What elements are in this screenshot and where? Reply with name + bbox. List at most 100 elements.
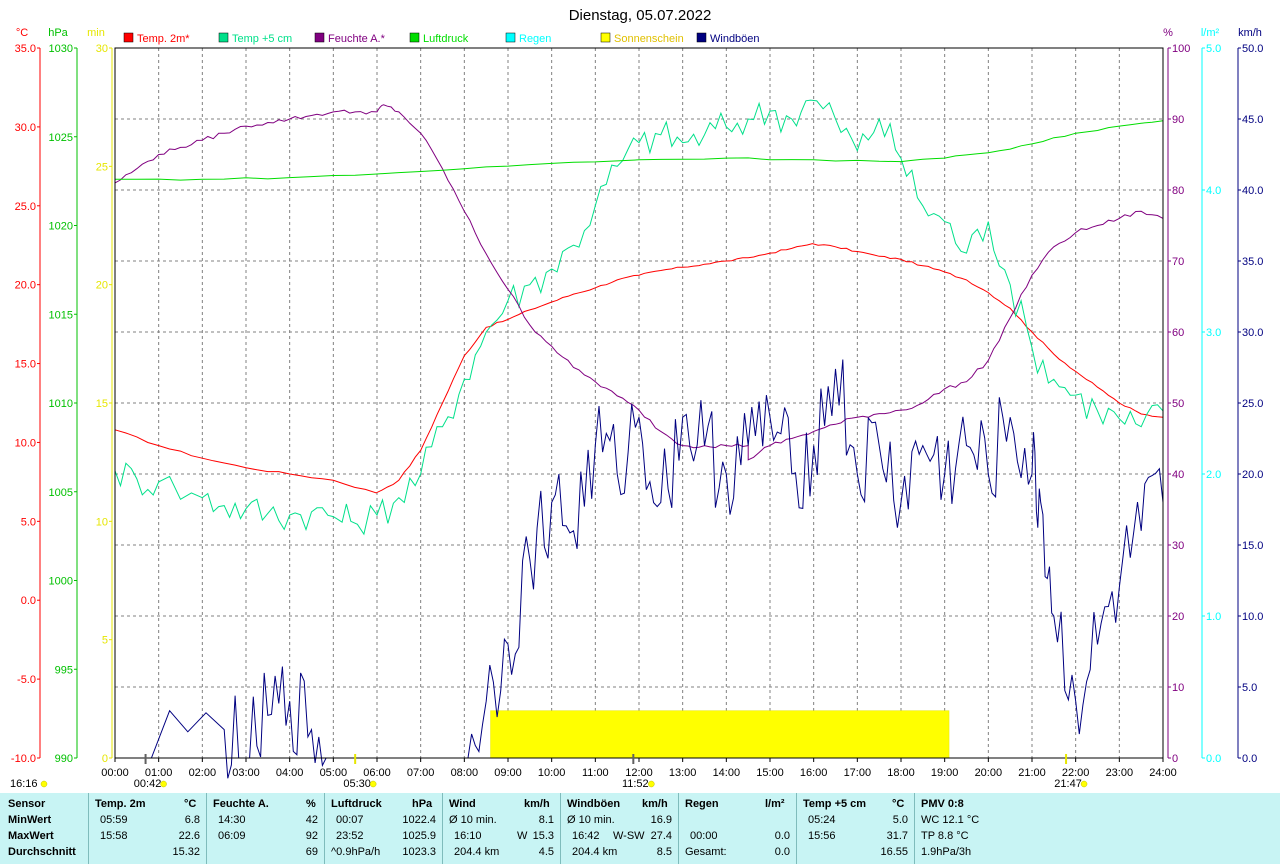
stats-humidity-avg: 69	[305, 846, 318, 858]
weather-chart: Dienstag, 05.07.2022 Temp. 2m* Temp +5 cm…	[10, 7, 1264, 790]
y-tick-label-humidity: 50	[1172, 398, 1184, 410]
x-tick-label: 21:00	[1018, 767, 1046, 779]
stats-temp5cm-title: Temp +5 cm	[803, 798, 867, 810]
stats-pmv-title: PMV 0:8	[921, 798, 964, 810]
x-tick-label: 11:00	[582, 767, 609, 779]
stats-humidity-max-time: 06:09	[218, 830, 246, 842]
marker-sunset-label: 21:47	[1054, 778, 1082, 790]
stats-wind-max-dir: W	[517, 830, 528, 842]
sunshine-bar	[490, 710, 950, 758]
y-tick-label-pressure: 1025	[49, 132, 73, 144]
data-lines	[114, 99, 1164, 779]
y-tick-label-pressure: 1020	[49, 221, 73, 233]
y-tick-label-sunshine: 20	[96, 280, 108, 292]
x-tick-label: 10:00	[538, 767, 566, 779]
stats-temp5cm-avg: 16.55	[880, 846, 908, 858]
legend-label: Temp +5 cm	[232, 33, 292, 45]
y-tick-label-humidity: 20	[1172, 611, 1184, 623]
x-tick-label: 22:00	[1062, 767, 1090, 779]
y-tick-label-rain: 5.0	[1206, 43, 1221, 55]
chart-grid	[115, 48, 1163, 758]
y-tick-label-sunshine: 25	[96, 161, 108, 173]
y-tick-label-humidity: 90	[1172, 114, 1184, 126]
stats-temp2m-unit: °C	[184, 798, 197, 810]
x-tick-label: 20:00	[975, 767, 1003, 779]
legend-label: Regen	[519, 33, 551, 45]
stats-humidity-min-time: 14:30	[218, 814, 246, 826]
y-tick-label-temperature: -10.0	[11, 753, 36, 765]
y-tick-label-wind: 40.0	[1242, 185, 1263, 197]
legend-label: Luftdruck	[423, 33, 469, 45]
stats-wind-max: 15.3	[532, 830, 554, 842]
y-axes: 35.0 30.0 25.0 20.0 15.0 10.0 5.0 0.0 -5.0 -10.0 1…	[11, 43, 1264, 765]
legend-label: Sonnenschein	[614, 33, 684, 45]
stats-wind-min: 8.1	[538, 814, 554, 826]
x-tick-label: 23:00	[1106, 767, 1134, 779]
y-tick-label-sunshine: 0	[102, 753, 108, 765]
y-tick-label-wind: 10.0	[1242, 611, 1263, 623]
stats-gust-distance: 204.4 km	[572, 846, 618, 858]
marker-sunrise-label: 05:30	[343, 778, 371, 790]
x-tick-label: 07:00	[407, 767, 435, 779]
y-tick-label-temperature: -5.0	[17, 674, 36, 686]
y-tick-label-temperature: 20.0	[15, 280, 36, 292]
stats-temp2m-avg: 15.32	[172, 846, 200, 858]
y-tick-label-wind: 45.0	[1242, 114, 1263, 126]
y-tick-label-wind: 15.0	[1242, 540, 1263, 552]
y-tick-label-wind: 50.0	[1242, 43, 1263, 55]
moonset-icon	[648, 780, 655, 788]
x-axis: 00:00 01:00 02:00 03:00 04:00 05:00 06:00 07:00…	[101, 758, 1177, 779]
stats-rain-max-time: 00:00	[690, 830, 718, 842]
stats-rain-title: Regen	[685, 798, 719, 810]
y-tick-label-temperature: 0.0	[21, 595, 36, 607]
y-tick-label-rain: 3.0	[1206, 327, 1221, 339]
y-tick-label-humidity: 0	[1172, 753, 1178, 765]
stats-temp5cm-max: 31.7	[886, 830, 908, 842]
stats-wind-unit: km/h	[524, 798, 550, 810]
x-tick-label: 04:00	[276, 767, 304, 779]
sunrise-icon	[369, 780, 377, 788]
stats-temp2m-min: 6.8	[184, 814, 200, 826]
y-tick-label-sunshine: 5	[102, 635, 108, 647]
y-tick-label-temperature: 35.0	[15, 43, 36, 55]
x-tick-label: 17:00	[844, 767, 872, 779]
x-tick-label: 02:00	[189, 767, 217, 779]
corner-time-label: 16:16	[10, 778, 38, 790]
y-tick-label-wind: 0.0	[1242, 753, 1257, 765]
legend-label: Temp. 2m*	[137, 33, 190, 45]
axis-unit-labels: °C hPa min% l/m² km/h	[16, 27, 1262, 39]
x-tick-label: 15:00	[756, 767, 784, 779]
legend-swatch	[123, 32, 134, 43]
stats-temp2m-title: Temp. 2m	[95, 798, 146, 810]
y-tick-label-humidity: 70	[1172, 256, 1184, 268]
stats-gust-max: 27.4	[650, 830, 672, 842]
y-tick-label-rain: 2.0	[1206, 469, 1221, 481]
series-line-temp-2m	[114, 243, 1164, 494]
stats-humidity-max: 92	[305, 830, 318, 842]
stats-row-max: MaxWert	[8, 830, 54, 842]
stats-gust-max-time: 16:42	[572, 830, 600, 842]
y-tick-label-humidity: 30	[1172, 540, 1184, 552]
y-tick-label-sunshine: 30	[96, 43, 108, 55]
stats-pressure-avg: 1023.3	[402, 846, 436, 858]
y-tick-label-humidity: 40	[1172, 469, 1184, 481]
y-tick-label-humidity: 80	[1172, 185, 1184, 197]
y-tick-label-temperature: 25.0	[15, 201, 36, 213]
stats-rain-total: 0.0	[774, 846, 790, 858]
x-tick-label: 24:00	[1149, 767, 1177, 779]
stats-temp2m-max-time: 15:58	[100, 830, 128, 842]
y-tick-label-humidity: 100	[1172, 43, 1190, 55]
y-tick-label-sunshine: 15	[96, 398, 108, 410]
y-tick-label-pressure: 1030	[49, 43, 73, 55]
x-tick-label: 12:00	[625, 767, 653, 779]
legend-label: Windböen	[710, 33, 760, 45]
y-tick-label-humidity: 60	[1172, 327, 1184, 339]
stats-pmv-windchill: WC 12.1 °C	[921, 814, 980, 826]
chart-title: Dienstag, 05.07.2022	[569, 7, 712, 24]
x-tick-label: 05:00	[320, 767, 348, 779]
stats-wind-max-time: 16:10	[454, 830, 482, 842]
stats-sensor-title: Sensor	[8, 798, 46, 810]
stats-pmv-trend: 1.9hPa/3h	[921, 846, 972, 858]
series-line-luftdruck	[114, 120, 1164, 181]
y-tick-label-pressure: 995	[55, 664, 73, 676]
